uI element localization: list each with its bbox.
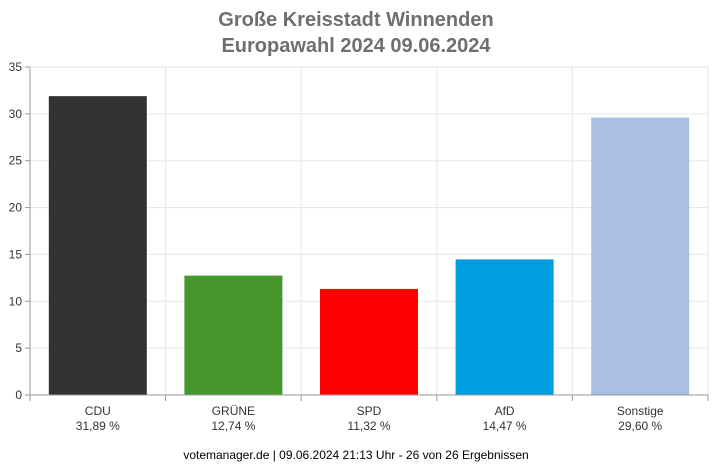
x-value-label: 12,74 % [211,419,255,433]
y-tick-label: 0 [15,388,22,402]
x-value-label: 31,89 % [76,419,120,433]
footer-source: votemanager.de | 09.06.2024 21:13 Uhr - … [183,448,529,462]
y-tick-label: 20 [9,201,23,215]
x-value-label: 14,47 % [483,419,527,433]
chart-subtitle: Europawahl 2024 09.06.2024 [221,35,491,57]
bar-afd [455,259,554,395]
x-category-label: Sonstige [617,404,664,418]
y-tick-label: 35 [9,60,23,74]
y-tick-labels: 0 5 10 15 20 25 30 35 [9,60,23,402]
y-tick-label: 10 [9,294,23,308]
y-tick-label: 15 [9,247,23,261]
y-tick-label: 30 [9,107,23,121]
x-category-label: GRÜNE [212,404,255,418]
chart-title: Große Kreisstadt Winnenden [218,9,494,31]
x-category-label: AfD [495,404,515,418]
axes [25,66,709,401]
y-tick-label: 25 [9,154,23,168]
bar-sonstige [591,117,690,395]
x-category-label: SPD [357,404,382,418]
bar-spd [320,288,418,395]
x-value-label: 11,32 % [347,419,390,433]
bar-grüne [184,275,283,395]
x-value-label: 29,60 % [618,419,662,433]
bars [48,96,690,395]
x-category-label: CDU [85,404,111,418]
bar-cdu [48,96,147,395]
y-tick-label: 5 [15,341,22,355]
